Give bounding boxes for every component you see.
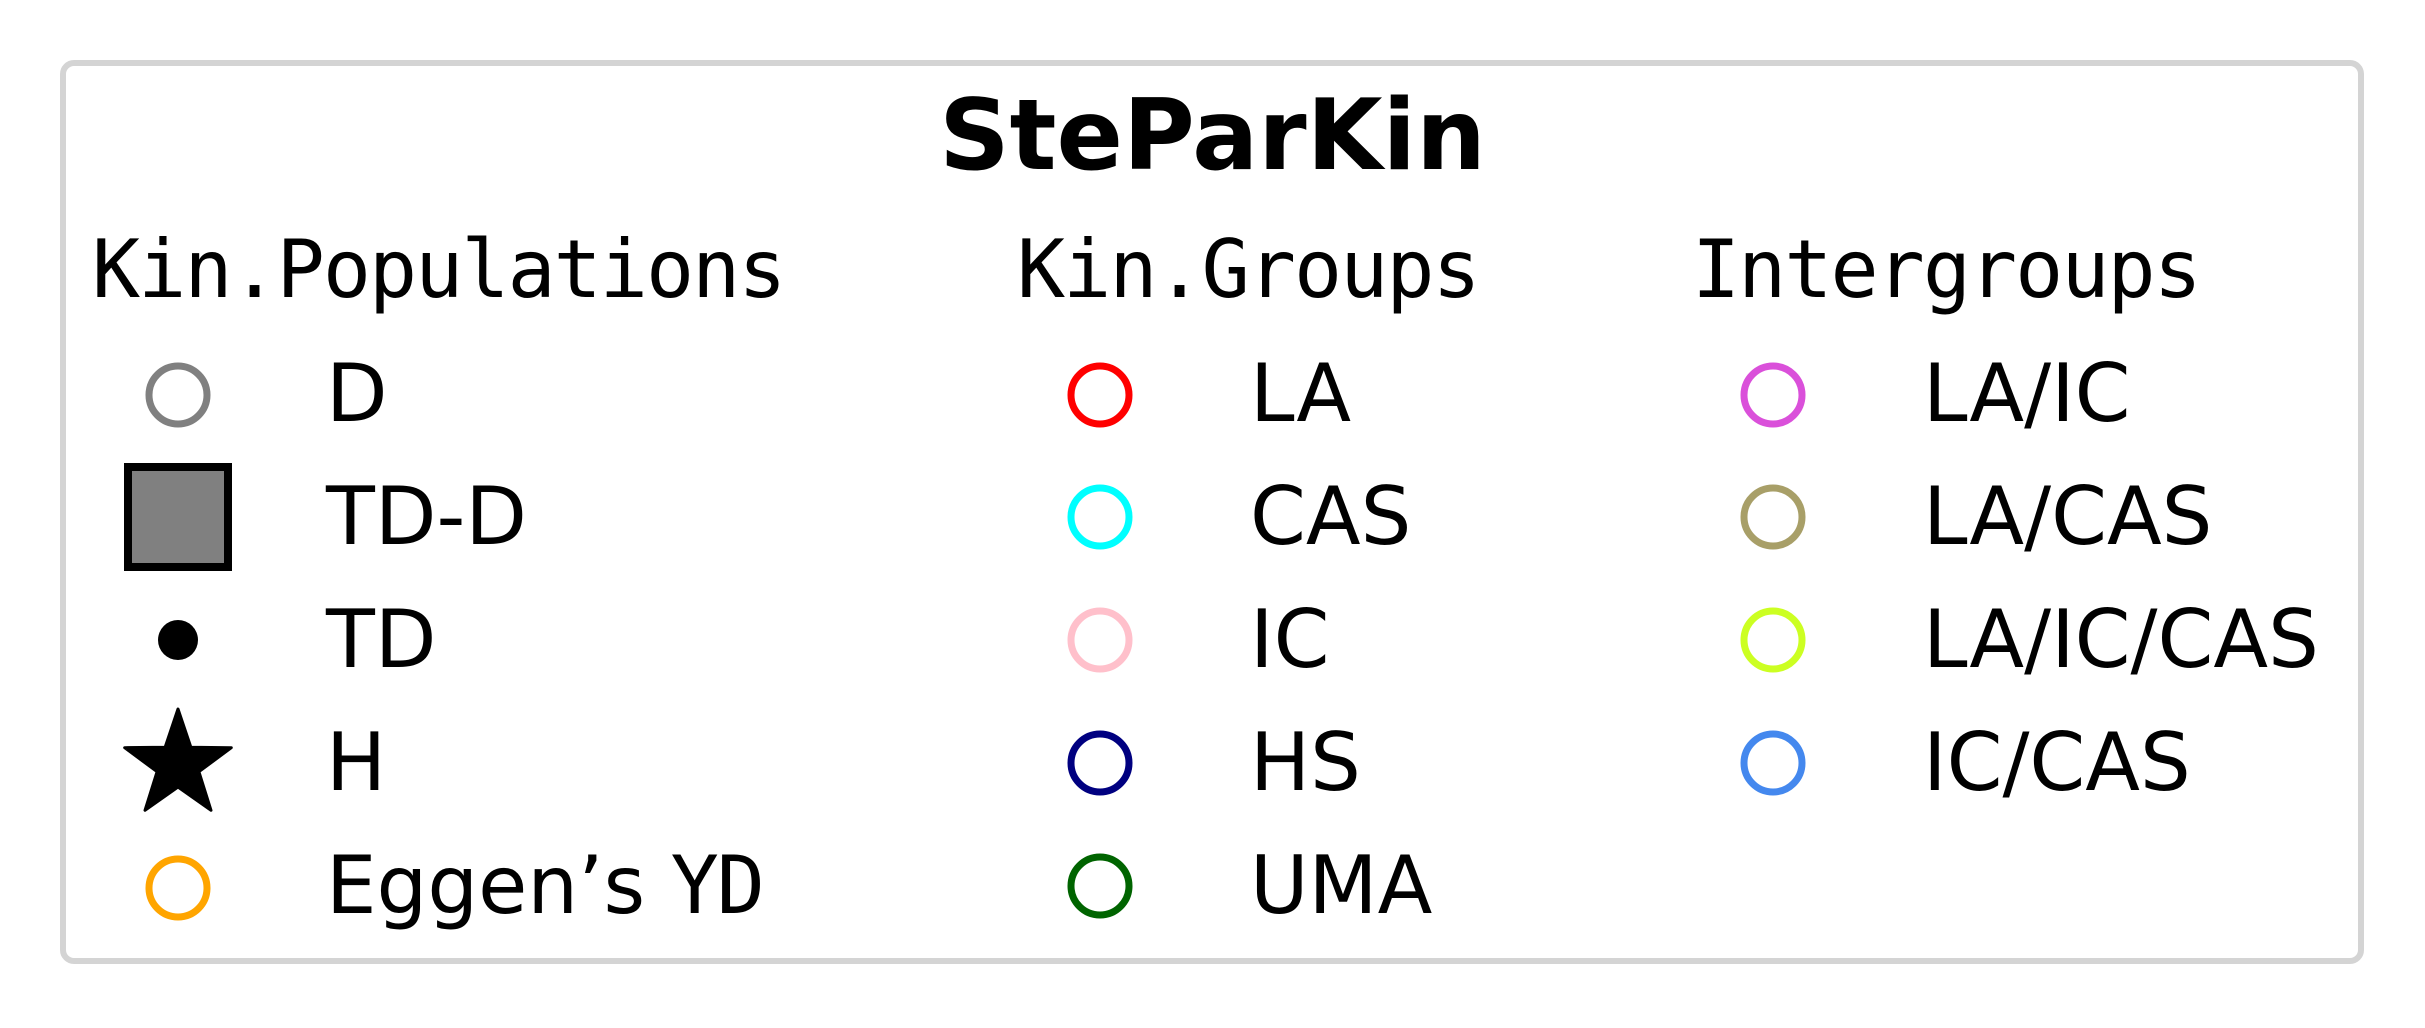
entry-label-td: TD (326, 593, 437, 686)
la-ic-cas-marker-icon (1733, 600, 1813, 680)
d-marker-circle (145, 362, 211, 428)
td-d-marker-square (124, 463, 232, 571)
d-marker-icon (138, 355, 218, 435)
column-header-kin-populations: Kin.Populations (92, 223, 786, 316)
entry-label-d: D (326, 347, 388, 440)
la-ic-marker-icon (1733, 355, 1813, 435)
la-ic-marker-circle (1740, 362, 1806, 428)
hs-marker-circle (1067, 730, 1133, 796)
legend-title: SteParKin (939, 79, 1486, 193)
td-d-marker-icon (123, 462, 233, 572)
uma-marker-circle (1067, 853, 1133, 919)
entry-label-td-d: TD-D (326, 470, 527, 563)
entry-label-la-ic-cas: LA/IC/CAS (1923, 593, 2319, 686)
eggens-yd-marker-icon (138, 848, 218, 928)
la-cas-marker-circle (1740, 484, 1806, 550)
entry-label-uma: UMA (1250, 839, 1433, 932)
column-header-intergroups: Intergroups (1692, 223, 2202, 316)
entry-label-eggens-yd: Eggen’s YD (326, 836, 765, 936)
uma-marker-icon (1060, 846, 1140, 926)
ic-marker-circle (1067, 607, 1133, 673)
entry-label-la-cas: LA/CAS (1923, 470, 2213, 563)
ic-marker-icon (1060, 600, 1140, 680)
td-marker-icon (148, 610, 208, 670)
la-ic-cas-marker-circle (1740, 607, 1806, 673)
column-header-kin-groups: Kin.Groups (1017, 223, 1481, 316)
la-marker-icon (1060, 355, 1140, 435)
entry-label-cas: CAS (1250, 470, 1412, 563)
entry-label-hs: HS (1250, 716, 1361, 809)
ic-cas-marker-circle (1740, 730, 1806, 796)
entry-label-yd: YD (670, 839, 765, 932)
eggens-yd-marker-circle (145, 855, 211, 921)
entry-label-eggens: Eggen’s (326, 839, 646, 932)
entry-label-h: H (326, 716, 387, 809)
hs-marker-icon (1060, 723, 1140, 803)
cas-marker-circle (1067, 484, 1133, 550)
entry-label-ic-cas: IC/CAS (1923, 716, 2191, 809)
entry-label-ic: IC (1250, 593, 1330, 686)
la-marker-circle (1067, 362, 1133, 428)
ic-cas-marker-icon (1733, 723, 1813, 803)
td-marker-dot (158, 620, 198, 660)
cas-marker-icon (1060, 477, 1140, 557)
entry-label-la-ic: LA/IC (1923, 347, 2131, 440)
legend-box (60, 60, 2364, 964)
h-star-icon (120, 705, 236, 821)
h-marker-star (123, 707, 233, 812)
la-cas-marker-icon (1733, 477, 1813, 557)
entry-label-la: LA (1250, 347, 1352, 440)
